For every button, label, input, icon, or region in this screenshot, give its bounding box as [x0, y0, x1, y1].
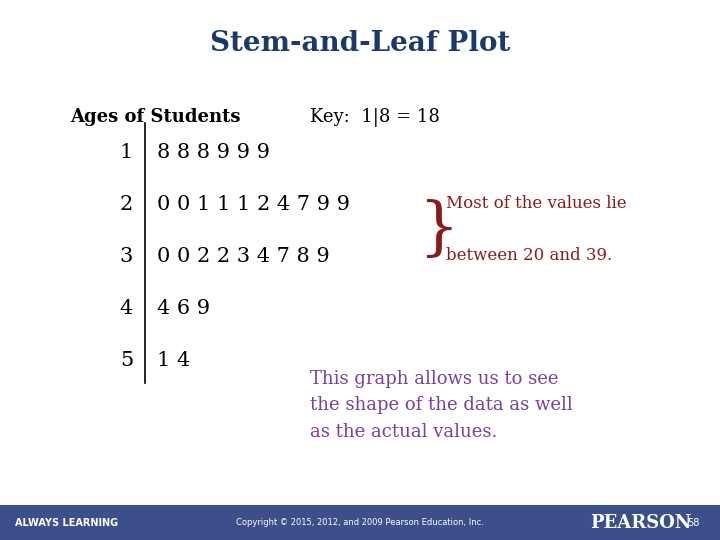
Text: Stem-and-Leaf Plot: Stem-and-Leaf Plot — [210, 30, 510, 57]
Bar — [0, 505, 720, 540]
Text: Key:  1|8 = 18: Key: 1|8 = 18 — [310, 108, 440, 127]
Text: 0 0 2 2 3 4 7 8 9: 0 0 2 2 3 4 7 8 9 — [157, 246, 330, 266]
Text: between 20 and 39.: between 20 and 39. — [446, 247, 612, 265]
Text: 0 0 1 1 1 2 4 7 9 9: 0 0 1 1 1 2 4 7 9 9 — [157, 194, 350, 213]
Text: Ages of Students: Ages of Students — [70, 108, 240, 126]
Text: 4: 4 — [120, 299, 133, 318]
Text: This graph allows us to see
the shape of the data as well
as the actual values.: This graph allows us to see the shape of… — [310, 370, 572, 441]
Text: ALWAYS LEARNING: ALWAYS LEARNING — [15, 517, 118, 528]
Text: 5: 5 — [120, 350, 133, 369]
Text: PEARSON: PEARSON — [590, 514, 691, 531]
Text: 4 6 9: 4 6 9 — [157, 299, 210, 318]
Text: Most of the values lie: Most of the values lie — [446, 195, 626, 213]
Text: Copyright © 2015, 2012, and 2009 Pearson Education, Inc.: Copyright © 2015, 2012, and 2009 Pearson… — [236, 518, 484, 527]
Text: 1: 1 — [120, 143, 133, 161]
Text: 1 4: 1 4 — [157, 350, 190, 369]
Text: 8 8 8 9 9 9: 8 8 8 9 9 9 — [157, 143, 270, 161]
Text: 2: 2 — [120, 194, 133, 213]
Text: }: } — [418, 199, 459, 260]
Text: 3: 3 — [120, 246, 133, 266]
Text: 58: 58 — [688, 517, 700, 528]
